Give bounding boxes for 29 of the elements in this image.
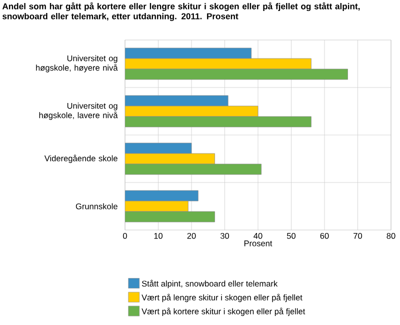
x-tick-label: 80 [386,232,396,239]
x-tick-label: 40 [254,232,262,239]
chart-title: Andel som har gått på kortere eller lengre skitur i skogen eller på fjellet og stått alpint, snowboard eller telemark, etter utdanning. 2011. Prosent [2,2,360,22]
x-tick-label: 10 [154,232,163,239]
bar [125,58,312,70]
bar [125,68,348,80]
x-tick-label: 70 [354,232,362,239]
bar [125,200,188,212]
legend-label: Vært på kortere skitur i skogen eller på fjellet [142,308,306,316]
legend-label: Vært på lengre skitur i skogen eller på fjellet [142,294,302,302]
bar [125,95,228,106]
x-tick-label: 60 [320,232,329,239]
bar [125,164,262,175]
bar [125,190,198,202]
x-tick-label: 30 [220,232,230,239]
bar [125,116,312,128]
y-tick-label: Videregående skole [44,154,118,163]
x-tick-label: 20 [187,232,196,239]
legend-label: Stått alpint, snowboard eller telemark [142,280,278,288]
x-tick-label: 0 [123,232,127,239]
bar [125,48,252,59]
y-tick-label: Grunnskole [76,203,118,210]
x-tick-label: 50 [286,232,296,239]
y-tick-label: Universitet og høgskole, høyere nivå [36,55,118,72]
bar [125,106,258,117]
bar [125,211,215,222]
bar [125,153,215,164]
y-tick-label: Universitet og høgskole, lavere nivå [39,102,118,120]
x-axis-title: Prosent [244,240,272,246]
